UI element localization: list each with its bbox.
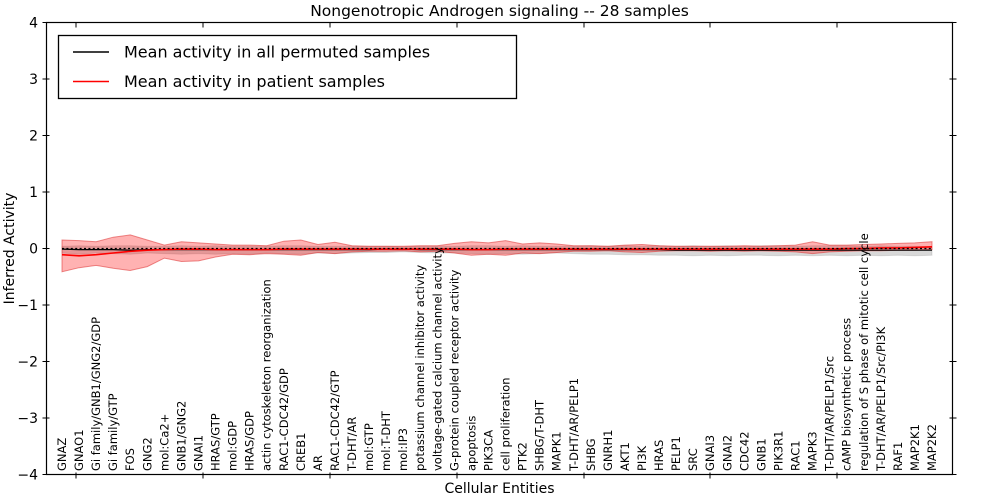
category-label: SHBG/T-DHT [533,399,547,471]
y-tick-label: −3 [17,411,38,427]
category-label: GNB1/GNG2 [174,401,188,471]
category-label: HRAS [652,440,666,471]
category-label: HRAS/GDP [243,411,257,471]
x-category-labels: GNAZ GNAO1 Gi family/GNB1/GNG2/GDP Gi famil… [55,233,939,472]
category-label: voltage-gated calcium channel activity [430,247,444,471]
legend-box [57,34,518,100]
category-label: PI3K [635,445,649,471]
category-label: GNAZ [55,438,69,471]
legend-patient-label: Mean activity in patient samples [124,72,385,91]
category-label: CREB1 [294,433,308,472]
category-label: mol:IP3 [396,428,410,471]
category-label: SRC [686,448,700,471]
category-label: MAP2K2 [925,424,939,471]
tick-marks [42,22,957,479]
category-label: T-DHT/AR [345,417,359,472]
legend: Mean activity in all permuted samples Me… [57,34,518,100]
category-label: MAPK1 [550,431,564,471]
line-layer [61,246,933,257]
category-label: CDC42 [737,431,751,471]
category-label: GNRH1 [601,430,615,471]
category-label: GNAO1 [72,429,86,471]
category-label: actin cytoskeleton reorganization [260,279,274,471]
category-label: GNAI1 [192,435,206,471]
category-label: T-DHT/AR/PELP1/Src [823,356,837,472]
legend-permuted-label: Mean activity in all permuted samples [124,43,430,62]
category-label: SHBG [584,438,598,471]
category-label: cell proliferation [499,377,513,471]
category-label: PIK3R1 [772,431,786,472]
y-tick-label: 0 [29,242,38,258]
category-label: G-protein coupled receptor activity [447,269,461,471]
category-label: AKT1 [618,442,632,471]
x-axis-label: Cellular Entities [444,481,554,497]
category-label: GNG2 [140,437,154,471]
patient-mean-line [61,246,933,257]
category-label: MAPK3 [806,431,820,471]
category-label: RAF1 [891,442,905,471]
category-label: PELP1 [669,436,683,471]
category-label: PTK2 [516,442,530,471]
category-label: T-DHT/AR/PELP1 [567,378,581,472]
category-label: GNAI2 [720,435,734,471]
category-label: RAC1 [789,440,803,471]
category-label: GNB1 [754,438,768,471]
band-layer [61,234,933,273]
y-tick-label: 1 [29,185,38,201]
y-tick-label: 3 [29,72,38,88]
category-label: Gi family/GTP [106,393,120,471]
y-tick-label: −1 [17,298,38,314]
y-tick-label: 2 [29,129,38,145]
category-label: mol:T-DHT [379,410,393,471]
category-label: mol:Ca2+ [157,414,171,471]
y-tick-label: −4 [17,468,38,484]
y-tick-label: 4 [29,16,38,32]
y-axis-label: Inferred Activity [2,193,18,305]
y-tick-labels: −4 −3 −2 −1 0 1 2 3 4 [17,16,38,484]
category-label: MAP2K1 [908,424,922,471]
category-label: RAC1-CDC42/GTP [328,370,342,471]
category-label: HRAS/GTP [209,413,223,471]
category-label: AR [311,455,325,471]
category-label: T-DHT/AR/PELP1/Src/PI3K [874,326,888,472]
category-label: FOS [123,448,137,471]
category-label: GNAI3 [703,435,717,471]
category-label: regulation of S phase of mitotic cell cy… [857,233,871,471]
category-label: cAMP biosynthetic process [840,318,854,471]
category-label: potassium channel inhibitor activity [413,265,427,471]
category-label: mol:GTP [362,423,376,471]
category-label: apoptosis [464,416,478,471]
category-label: Gi family/GNB1/GNG2/GDP [89,317,103,471]
category-label: PIK3CA [482,430,496,471]
y-tick-label: −2 [17,355,38,371]
category-label: RAC1-CDC42/GDP [277,368,291,471]
category-label: mol:GDP [226,421,240,471]
chart-title: Nongenotropic Androgen signaling -- 28 s… [310,2,689,20]
